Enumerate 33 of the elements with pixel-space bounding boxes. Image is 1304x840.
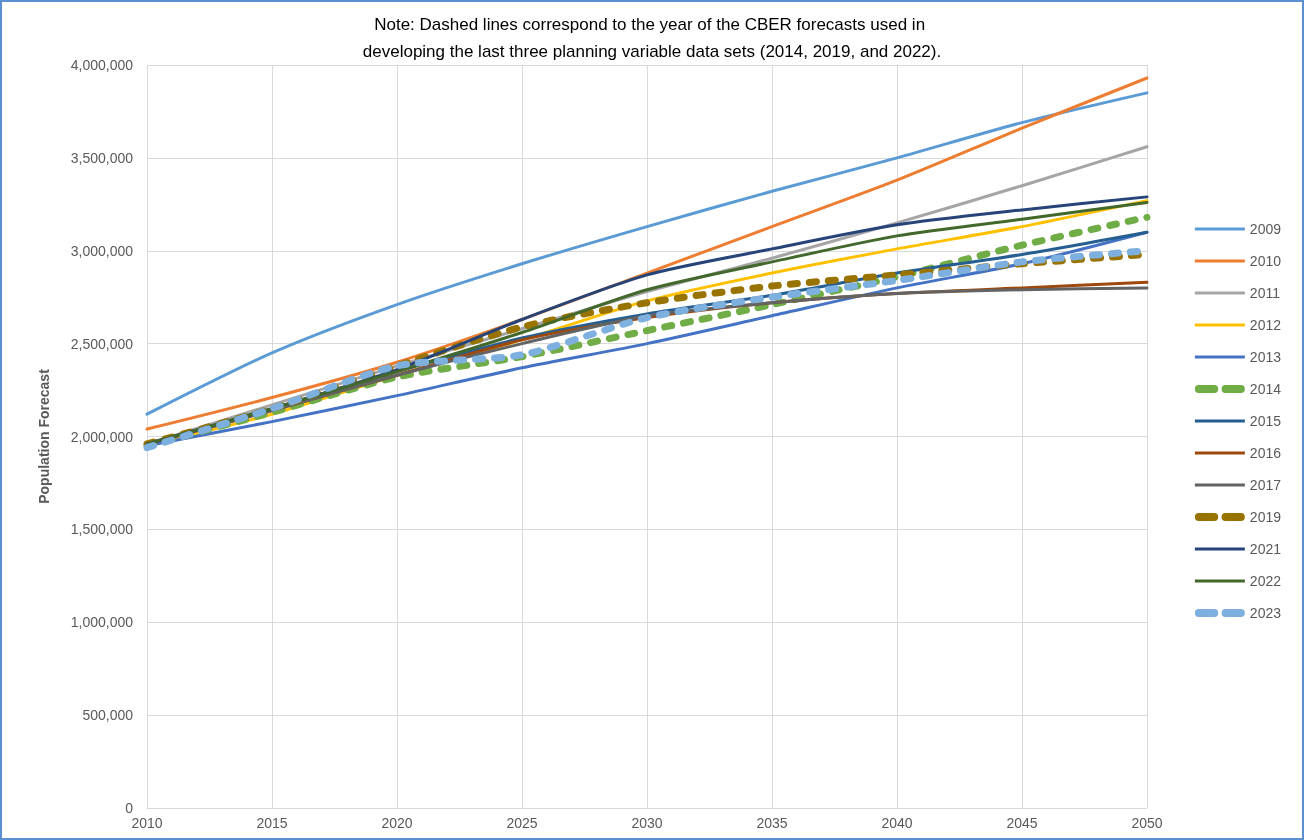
x-tick-label: 2025 — [506, 815, 538, 831]
x-tick-label: 2010 — [131, 815, 163, 831]
chart-title: Note: Dashed lines correspond to the year of the CBER forecasts used in developing the last three planning variable data sets (2014, 2019, and 2022). — [362, 15, 942, 61]
legend-label: 2014 — [1249, 381, 1282, 397]
y-tick-label: 1,000,000 — [70, 614, 134, 631]
y-tick-label: 1,500,000 — [70, 521, 134, 538]
y-tick-label: 4,000,000 — [70, 57, 134, 73]
legend-label: 2016 — [1249, 445, 1282, 461]
legend-label: 2012 — [1249, 317, 1282, 333]
y-tick-label: 2,000,000 — [70, 428, 134, 445]
y-tick-label: 0 — [125, 800, 134, 816]
x-tick-label: 2015 — [256, 815, 288, 831]
y-tick-label: 3,500,000 — [70, 149, 134, 166]
x-tick-label: 2020 — [381, 815, 413, 831]
x-tick-label: 2050 — [1131, 815, 1163, 831]
x-tick-label: 2045 — [1006, 815, 1038, 831]
legend-label: 2010 — [1249, 253, 1282, 269]
legend-label: 2021 — [1249, 541, 1282, 557]
x-tick-label: 2035 — [756, 815, 788, 831]
legend-label: 2009 — [1249, 221, 1282, 237]
y-tick-label: 2,500,000 — [70, 335, 134, 352]
legend-label: 2023 — [1249, 605, 1282, 621]
legend-label: 2019 — [1249, 509, 1282, 525]
x-tick-label: 2030 — [631, 815, 663, 831]
legend-label: 2011 — [1249, 285, 1281, 301]
legend-label: 2017 — [1249, 477, 1282, 493]
y-tick-label: 3,000,000 — [70, 242, 134, 259]
legend-label: 2015 — [1249, 413, 1282, 429]
legend-label: 2013 — [1249, 349, 1282, 365]
legend-label: 2022 — [1249, 573, 1282, 589]
y-axis-title: Population Forecast — [36, 368, 52, 504]
y-tick-label: 500,000 — [82, 707, 134, 724]
x-tick-label: 2040 — [881, 815, 913, 831]
